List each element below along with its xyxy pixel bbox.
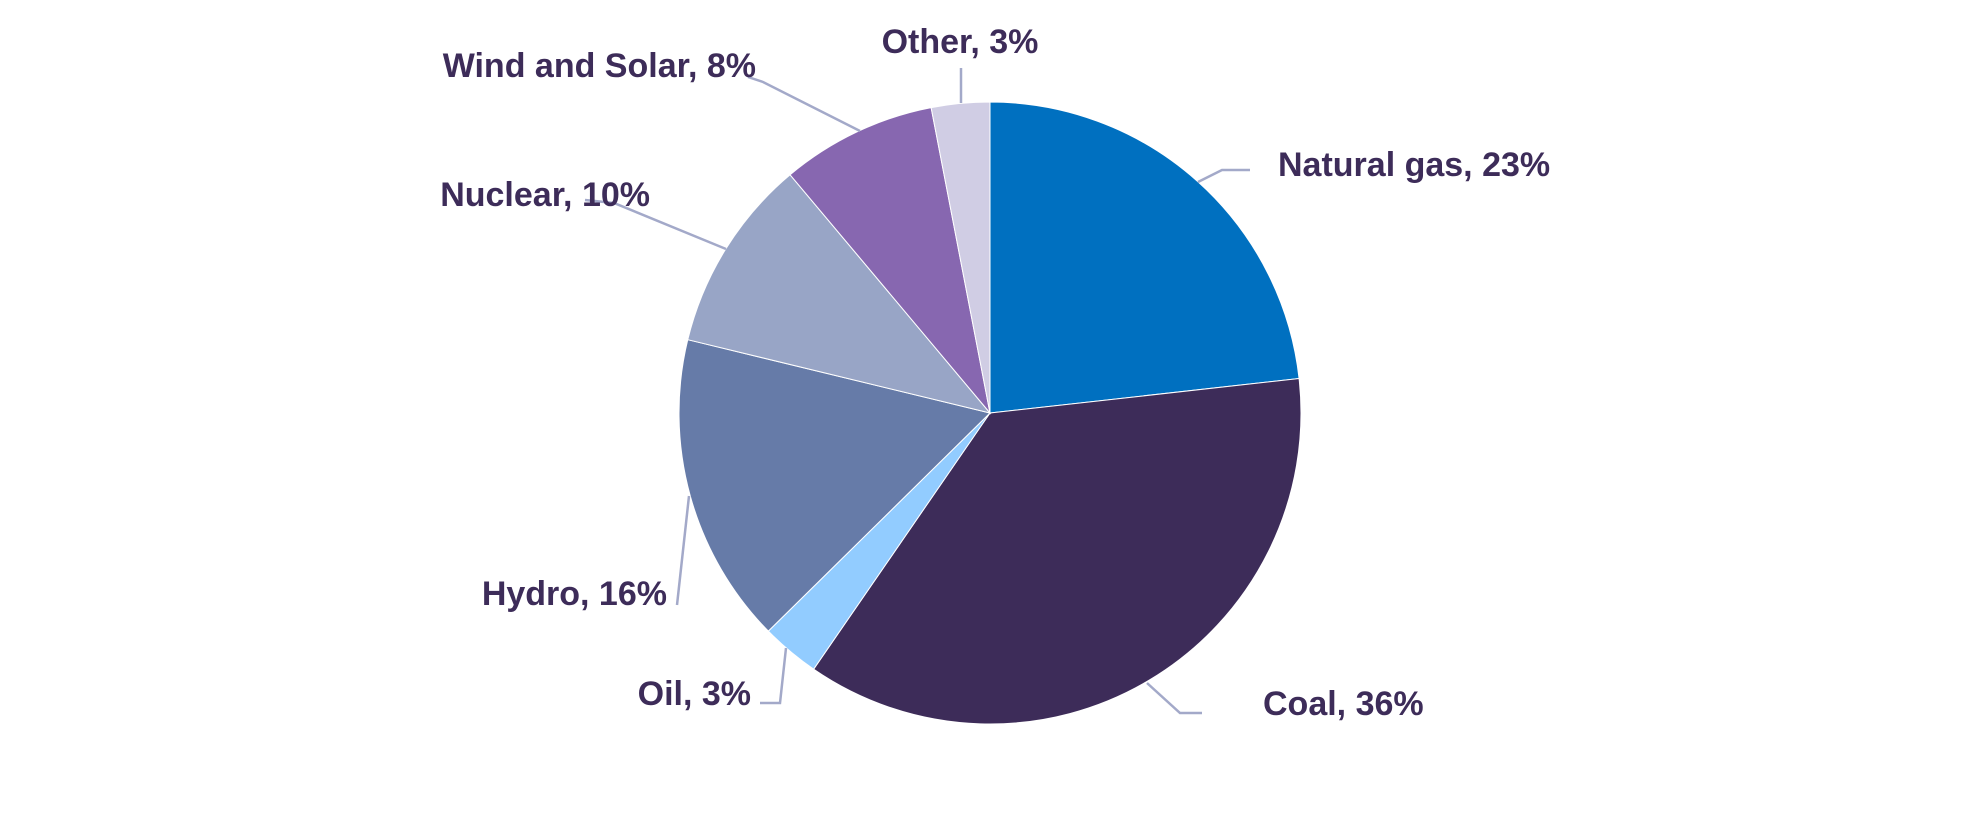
slices-layer (678, 101, 1302, 725)
leader-line-wind-and-solar (747, 75, 861, 133)
pie-slice-hydro (678, 339, 991, 632)
data-label-coal: Coal, 36% (1263, 685, 1424, 723)
data-label-hydro: Hydro, 16% (482, 575, 667, 613)
leader-line-coal (1146, 682, 1202, 715)
leader-line-oil (760, 647, 788, 705)
data-label-natural-gas: Natural gas, 23% (1278, 146, 1550, 184)
leader-lines-layer (584, 68, 1250, 715)
data-label-nuclear: Nuclear, 10% (440, 176, 650, 214)
pie-slice-coal (812, 377, 1302, 725)
pie-slice-natural-gas (989, 101, 1300, 414)
data-label-other: Other, 3% (882, 23, 1039, 61)
data-label-oil: Oil, 3% (638, 675, 751, 713)
leader-line-hydro (675, 495, 691, 606)
leader-line-natural-gas (1197, 168, 1250, 184)
data-label-wind-and-solar: Wind and Solar, 8% (443, 47, 756, 85)
pie-slice-wind-and-solar (789, 107, 991, 415)
data-labels-layer: Natural gas, 23% Coal, 36% Oil, 3% Hydro, 1… (440, 23, 1550, 723)
pie-slice-other (930, 101, 991, 414)
leader-line-nuclear (584, 198, 727, 251)
